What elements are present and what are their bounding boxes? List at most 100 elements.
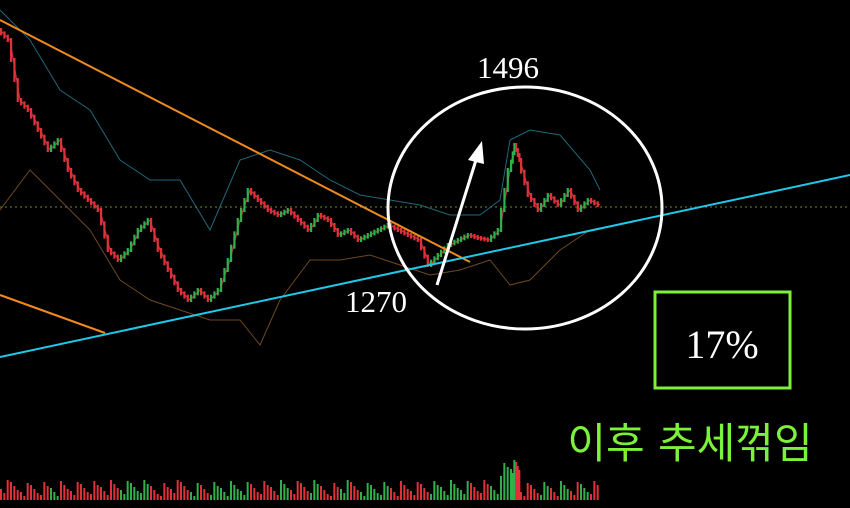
- candle: [490, 234, 493, 242]
- volume-bar: [46, 486, 49, 500]
- volume-bar: [380, 495, 382, 500]
- volume-bar: [290, 490, 292, 500]
- candle: [193, 291, 196, 299]
- candle: [466, 233, 469, 239]
- volume-bar: [243, 495, 246, 500]
- candle: [153, 228, 156, 242]
- volume-bar: [476, 491, 479, 500]
- volume-bar: [406, 489, 409, 500]
- volume-bar: [36, 493, 39, 500]
- candle: [116, 254, 119, 262]
- candle: [340, 231, 343, 237]
- candle: [336, 228, 339, 237]
- candle: [313, 218, 316, 227]
- volume-bar: [63, 485, 66, 500]
- volume-bars: [0, 460, 599, 500]
- candle: [380, 226, 383, 232]
- volume-bar: [110, 480, 112, 500]
- volume-bar: [420, 484, 422, 500]
- candle: [556, 199, 559, 207]
- volume-bar: [586, 492, 589, 500]
- low-label: 1270: [345, 284, 407, 319]
- candle: [523, 169, 526, 186]
- volume-bar: [33, 489, 36, 500]
- candle: [20, 98, 23, 106]
- volume-bar: [560, 481, 562, 500]
- volume-bar: [180, 482, 182, 500]
- candle: [526, 181, 529, 197]
- volume-bar: [13, 486, 16, 500]
- candle: [240, 208, 243, 222]
- volume-bar: [190, 492, 192, 500]
- volume-bar: [250, 484, 252, 500]
- volume-bar: [556, 496, 559, 500]
- volume-bar: [396, 496, 399, 500]
- volume-bar: [590, 494, 592, 500]
- candle: [350, 228, 353, 236]
- volume-bar: [553, 492, 556, 500]
- volume-bar: [116, 488, 119, 500]
- candle: [200, 288, 203, 296]
- volume-bar: [466, 481, 469, 500]
- volume-bar: [146, 484, 149, 500]
- volume-bar: [320, 486, 322, 500]
- candle: [246, 188, 249, 202]
- candle: [590, 198, 593, 204]
- candle: [366, 233, 369, 239]
- trend-line: [0, 19, 471, 263]
- volume-bar: [573, 495, 576, 500]
- volume-bar: [90, 494, 92, 500]
- candle: [486, 237, 489, 242]
- candle: [226, 258, 229, 272]
- candle: [513, 143, 516, 156]
- candle: [63, 148, 66, 162]
- candle: [546, 193, 549, 202]
- candle: [503, 188, 506, 212]
- candle: [50, 144, 53, 152]
- candle: [183, 291, 186, 299]
- candle: [276, 211, 279, 217]
- candle: [230, 244, 233, 262]
- candle: [270, 208, 273, 214]
- volume-bar: [510, 469, 512, 500]
- volume-bar: [216, 486, 219, 500]
- candle: [463, 234, 466, 241]
- volume-bar: [336, 487, 339, 500]
- candle: [540, 203, 543, 212]
- volume-bar: [520, 492, 522, 500]
- volume-bar: [43, 482, 46, 500]
- volume-bar: [366, 483, 369, 500]
- candle: [356, 234, 359, 242]
- volume-bar: [473, 487, 476, 500]
- volume-bar: [490, 486, 492, 500]
- candle: [163, 254, 166, 266]
- candle: [113, 251, 116, 259]
- volume-bar: [303, 487, 306, 500]
- volume-bar: [386, 486, 389, 500]
- volume-bar: [296, 481, 299, 500]
- percent-box: [653, 290, 792, 390]
- candle: [143, 221, 146, 229]
- candle: [93, 201, 96, 209]
- candle: [73, 174, 76, 186]
- candle: [266, 204, 269, 212]
- candle: [476, 235, 479, 240]
- candle: [420, 238, 423, 251]
- volume-bar: [593, 481, 596, 500]
- volume-bar: [263, 481, 266, 500]
- volume-bar: [306, 491, 309, 500]
- candle: [360, 236, 363, 242]
- volume-bar: [106, 495, 109, 500]
- volume-bar: [496, 494, 499, 500]
- candle: [180, 288, 183, 296]
- candle: [530, 193, 533, 202]
- candle: [43, 134, 46, 146]
- volume-bar: [26, 483, 29, 500]
- candle: [286, 208, 289, 214]
- candle: [210, 294, 213, 302]
- candle: [330, 218, 333, 227]
- volume-bar: [513, 460, 516, 500]
- candle: [303, 221, 306, 229]
- candle: [586, 198, 589, 206]
- volume-bar: [410, 491, 412, 500]
